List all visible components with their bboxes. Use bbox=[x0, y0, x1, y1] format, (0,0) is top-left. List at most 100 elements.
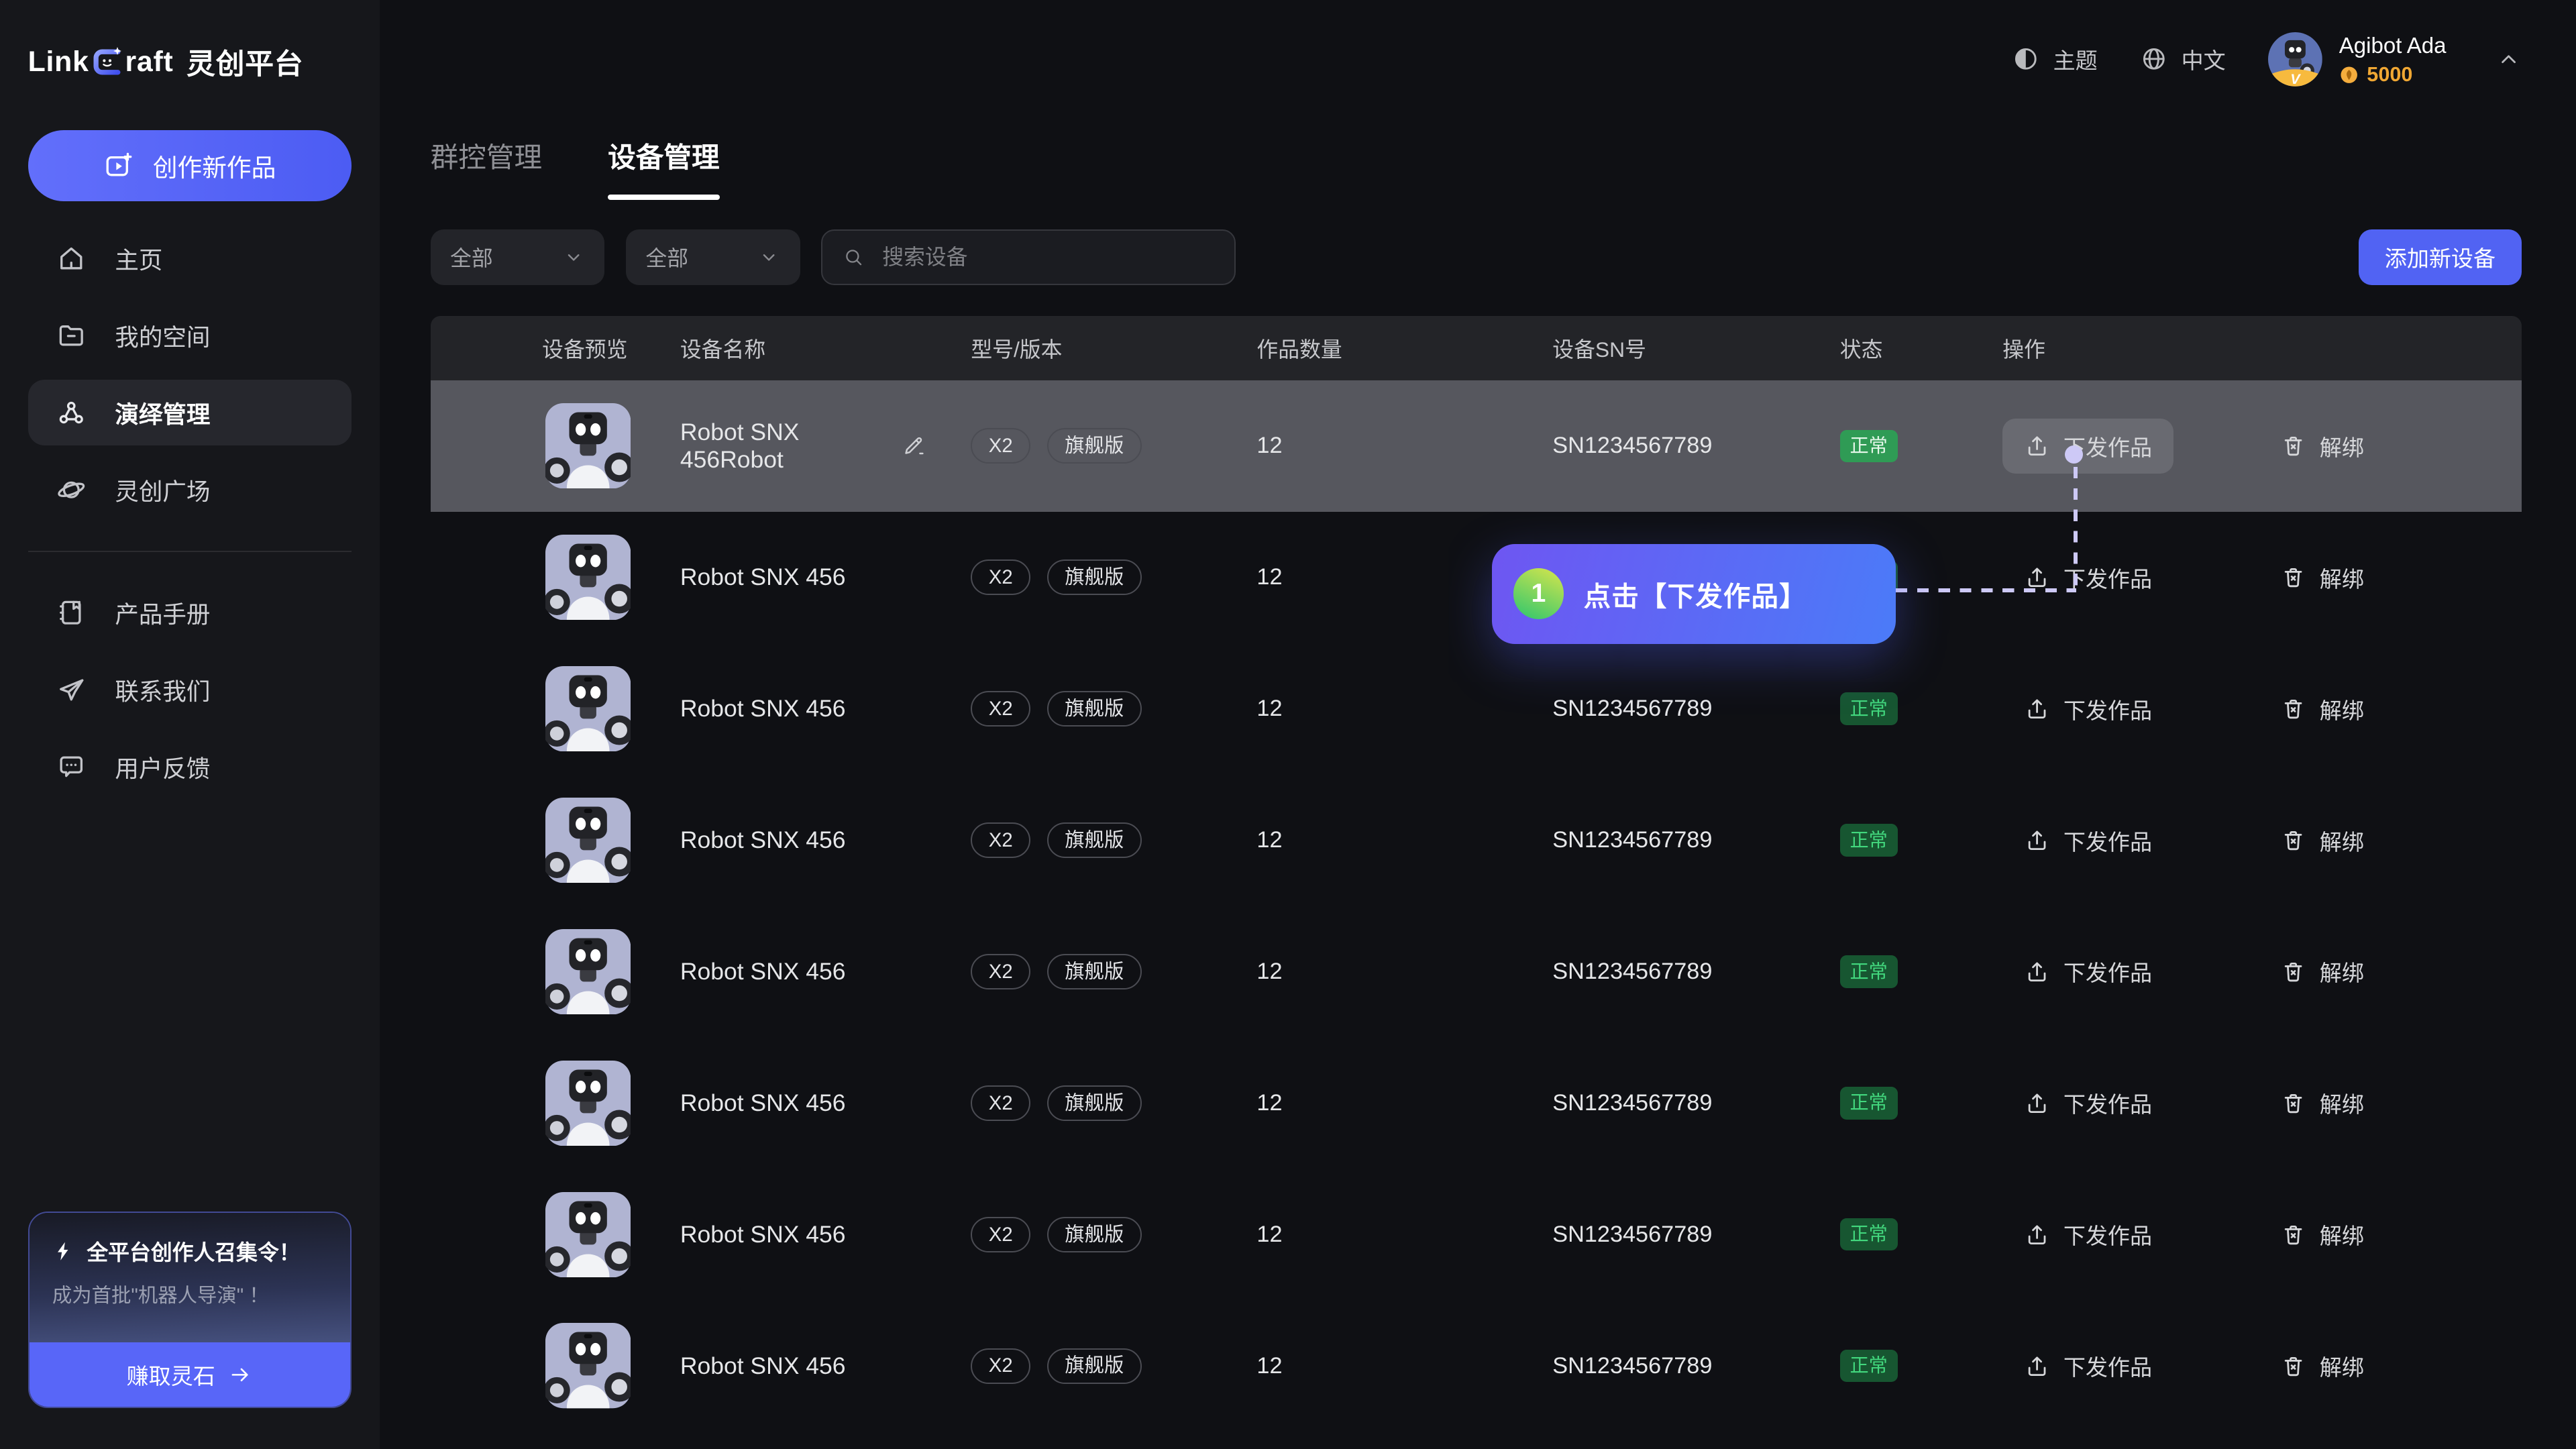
device-sn: SN1234567789 bbox=[1552, 696, 1713, 722]
upload-icon bbox=[2024, 1090, 2050, 1116]
sidebar-item-home[interactable]: 主页 bbox=[28, 225, 352, 291]
deploy-work-button[interactable]: 下发作品 bbox=[2002, 812, 2174, 867]
deploy-work-label: 下发作品 bbox=[2063, 698, 2153, 724]
upload-icon bbox=[2024, 1222, 2050, 1248]
table-row[interactable]: Robot SNX 456 X2 旗舰版 12 SN1234567789 正常 … bbox=[431, 1169, 2522, 1300]
unbind-button[interactable]: 解绑 bbox=[2259, 812, 2385, 867]
deploy-work-label: 下发作品 bbox=[2063, 1356, 2153, 1381]
device-name: Robot SNX 456 bbox=[680, 695, 846, 722]
sidebar-item-label: 产品手册 bbox=[115, 601, 211, 629]
table-row[interactable]: Robot SNX 456 X2 旗舰版 12 SN1234567789 正常 … bbox=[431, 643, 2522, 775]
chevron-down-icon bbox=[757, 246, 780, 268]
filter-dropdown-1[interactable]: 全部 bbox=[430, 229, 605, 285]
unbind-label: 解绑 bbox=[2319, 961, 2364, 987]
model-badge: X2 bbox=[971, 822, 1031, 858]
deploy-work-button[interactable]: 下发作品 bbox=[2002, 944, 2174, 999]
brand-logo: Link raft 灵创平台 bbox=[28, 41, 352, 83]
main-content: 主题 中文 Agibot Ada 5000 群控管理 bbox=[380, 0, 2576, 1449]
device-thumbnail bbox=[545, 535, 631, 620]
unbind-button[interactable]: 解绑 bbox=[2259, 1207, 2385, 1262]
edition-badge: 旗舰版 bbox=[1046, 428, 1142, 464]
column-header-sn: 设备SN号 bbox=[1507, 333, 1794, 364]
works-count: 12 bbox=[1256, 696, 1283, 722]
unbind-label: 解绑 bbox=[2319, 830, 2364, 855]
sidebar-item-performance-management[interactable]: 演绎管理 bbox=[28, 380, 352, 446]
table-row[interactable]: Robot SNX 456 X2 旗舰版 12 SN1234567789 正常 … bbox=[431, 1037, 2522, 1169]
guide-connector-horizontal-line bbox=[1896, 588, 2077, 592]
create-new-work-button[interactable]: 创作新作品 bbox=[28, 130, 352, 201]
edit-name-icon[interactable] bbox=[902, 433, 925, 459]
add-new-device-button[interactable]: 添加新设备 bbox=[2358, 229, 2522, 285]
unbind-button[interactable]: 解绑 bbox=[2259, 681, 2385, 736]
brand-wordmark-suffix: raft bbox=[125, 45, 174, 78]
upload-icon bbox=[2024, 1353, 2050, 1379]
works-count: 12 bbox=[1256, 1221, 1283, 1247]
sidebar-item-contact-us[interactable]: 联系我们 bbox=[28, 657, 352, 723]
theme-label: 主题 bbox=[2053, 49, 2098, 74]
table-row[interactable]: Robot SNX 456 X2 旗舰版 12 SN1234567789 正常 … bbox=[431, 775, 2522, 906]
sidebar-divider bbox=[28, 551, 352, 552]
deploy-work-label: 下发作品 bbox=[2063, 1224, 2153, 1250]
table-row[interactable]: Robot SNX 456Robot X2 旗舰版 12 SN123456778… bbox=[430, 380, 2522, 512]
status-badge: 正常 bbox=[1839, 955, 1898, 988]
sidebar-item-label: 联系我们 bbox=[115, 678, 211, 706]
device-search-input[interactable] bbox=[879, 243, 1215, 272]
deploy-work-button[interactable]: 下发作品 bbox=[2002, 1338, 2174, 1393]
edition-badge: 旗舰版 bbox=[1046, 1216, 1142, 1252]
deploy-work-button[interactable]: 下发作品 bbox=[2002, 550, 2174, 605]
theme-toggle[interactable]: 主题 bbox=[2012, 43, 2098, 75]
chevron-up-icon[interactable] bbox=[2496, 46, 2522, 72]
deploy-work-button[interactable]: 下发作品 bbox=[2002, 1207, 2174, 1262]
edition-badge: 旗舰版 bbox=[1046, 559, 1142, 596]
user-name: Agibot Ada bbox=[2339, 33, 2447, 58]
tab-device-management[interactable]: 设备管理 bbox=[608, 135, 720, 200]
table-row[interactable]: Robot SNX 456 X2 旗舰版 12 SN1234567789 正常 … bbox=[431, 1300, 2522, 1432]
table-row[interactable]: Robot SNX 456 X2 旗舰版 12 SN1234567789 正常 … bbox=[431, 906, 2522, 1037]
language-switcher[interactable]: 中文 bbox=[2140, 43, 2226, 75]
home-icon bbox=[56, 243, 87, 274]
book-icon bbox=[56, 597, 87, 629]
upload-icon bbox=[2024, 433, 2050, 459]
earn-lingshi-button[interactable]: 赚取灵石 bbox=[29, 1342, 351, 1407]
unbind-button[interactable]: 解绑 bbox=[2259, 419, 2385, 474]
sidebar-item-product-manual[interactable]: 产品手册 bbox=[28, 580, 352, 646]
column-header-works: 作品数量 bbox=[1211, 333, 1507, 364]
unbind-button[interactable]: 解绑 bbox=[2259, 550, 2385, 605]
model-badge: X2 bbox=[971, 1085, 1031, 1121]
status-badge: 正常 bbox=[1839, 429, 1898, 463]
user-menu[interactable]: Agibot Ada 5000 bbox=[2268, 32, 2447, 87]
sidebar-item-my-space[interactable]: 我的空间 bbox=[28, 303, 352, 368]
sidebar-item-user-feedback[interactable]: 用户反馈 bbox=[28, 735, 352, 800]
unbind-button[interactable]: 解绑 bbox=[2259, 944, 2385, 999]
device-table: 设备预览 设备名称 型号/版本 作品数量 设备SN号 状态 操作 Robot S… bbox=[430, 316, 2522, 1432]
sidebar-item-lingchuang-plaza[interactable]: 灵创广场 bbox=[28, 458, 352, 523]
device-sn: SN1234567789 bbox=[1552, 1221, 1713, 1247]
create-work-icon bbox=[103, 150, 135, 182]
model-badge: X2 bbox=[971, 1216, 1031, 1252]
device-sn: SN1234567789 bbox=[1552, 958, 1713, 984]
create-new-work-label: 创作新作品 bbox=[152, 154, 276, 182]
deploy-work-button[interactable]: 下发作品 bbox=[2002, 418, 2174, 474]
tab-group-control[interactable]: 群控管理 bbox=[431, 135, 543, 200]
brand-c-icon bbox=[91, 46, 123, 78]
unbind-button[interactable]: 解绑 bbox=[2259, 1075, 2385, 1130]
promo-subtitle: 成为首批"机器人导演" ！ bbox=[52, 1284, 269, 1307]
brand-wordmark-prefix: Link bbox=[28, 45, 89, 78]
device-search-box[interactable] bbox=[821, 229, 1236, 285]
brand-platform-name: 灵创平台 bbox=[186, 48, 304, 81]
trash-icon bbox=[2280, 433, 2306, 459]
upload-icon bbox=[2024, 564, 2050, 590]
user-avatar[interactable] bbox=[2268, 32, 2322, 87]
guide-step-number: 1 bbox=[1513, 568, 1564, 620]
sidebar: Link raft 灵创平台 创作新作品 主页 我的空间 演绎管理 bbox=[0, 0, 380, 1449]
trash-icon bbox=[2280, 1222, 2306, 1248]
search-icon bbox=[843, 245, 864, 270]
filter-dropdown-2[interactable]: 全部 bbox=[626, 229, 800, 285]
deploy-work-button[interactable]: 下发作品 bbox=[2002, 1075, 2174, 1130]
table-row[interactable]: Robot SNX 456 X2 旗舰版 12 SN1234567789 正常 … bbox=[431, 512, 2522, 643]
status-badge: 正常 bbox=[1839, 824, 1898, 857]
arrow-right-icon bbox=[228, 1362, 253, 1387]
deploy-work-button[interactable]: 下发作品 bbox=[2002, 681, 2174, 736]
unbind-button[interactable]: 解绑 bbox=[2259, 1338, 2385, 1393]
trash-icon bbox=[2280, 827, 2306, 853]
